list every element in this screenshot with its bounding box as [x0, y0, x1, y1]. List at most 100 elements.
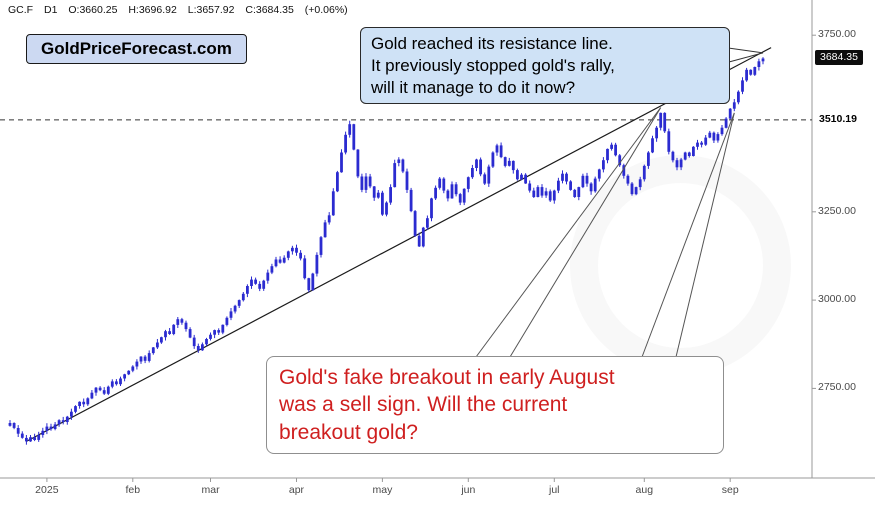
- candle: [160, 337, 163, 343]
- candle: [270, 266, 274, 273]
- candle: [151, 347, 155, 354]
- candle: [409, 189, 413, 212]
- candle: [671, 151, 675, 161]
- candle: [458, 194, 462, 203]
- candle: [274, 259, 278, 267]
- candle: [340, 152, 343, 173]
- candle: [446, 190, 450, 199]
- candle: [45, 426, 49, 431]
- candle: [364, 176, 368, 190]
- candle: [192, 337, 196, 347]
- candle: [57, 420, 61, 425]
- candle: [176, 319, 180, 325]
- resistance-callout: Gold reached its resistance line. It pre…: [360, 27, 730, 105]
- candle: [299, 252, 302, 259]
- candle: [741, 80, 744, 92]
- candle: [344, 134, 347, 153]
- candle: [651, 138, 654, 153]
- candle: [352, 124, 356, 150]
- candle: [540, 187, 544, 196]
- candle: [745, 69, 748, 81]
- current-price-badge: 3684.35: [815, 50, 863, 66]
- candle: [700, 142, 703, 145]
- low-value: L:3657.92: [187, 4, 235, 16]
- candle: [33, 437, 36, 440]
- candle: [724, 118, 728, 128]
- candle: [475, 159, 478, 168]
- candle: [692, 146, 695, 156]
- level-price-label: 3510.19: [816, 111, 860, 126]
- candle: [622, 165, 626, 176]
- candle: [295, 247, 298, 253]
- candle: [696, 142, 699, 147]
- candle: [94, 387, 98, 393]
- candle: [430, 198, 433, 219]
- candle: [737, 91, 740, 103]
- candle: [503, 157, 507, 166]
- candle: [65, 416, 69, 422]
- candle: [626, 175, 630, 184]
- callout-pointer: [475, 107, 662, 358]
- candle: [90, 392, 94, 399]
- candle: [614, 144, 617, 156]
- candle: [16, 428, 20, 434]
- candle: [102, 390, 106, 394]
- fake-breakout-callout-line: was a sell sign. Will the current: [279, 393, 568, 417]
- candle: [532, 190, 536, 197]
- candle: [336, 172, 339, 192]
- candle: [180, 319, 184, 323]
- candle: [683, 152, 687, 160]
- candle: [168, 331, 171, 334]
- candle: [303, 258, 307, 279]
- candle: [389, 187, 392, 203]
- candle: [442, 178, 446, 191]
- candle: [593, 178, 597, 192]
- candle: [667, 131, 671, 152]
- candle: [606, 148, 609, 161]
- candle: [634, 187, 638, 195]
- candle: [356, 149, 360, 177]
- candle: [466, 177, 470, 189]
- ascending-trendline: [26, 47, 772, 442]
- candle: [552, 190, 556, 201]
- candle: [732, 102, 736, 109]
- candle: [41, 430, 45, 435]
- candle: [589, 183, 593, 192]
- candle: [196, 346, 200, 351]
- candle: [360, 176, 364, 190]
- candle: [753, 67, 757, 75]
- candle: [393, 163, 397, 188]
- candle: [450, 184, 454, 199]
- callout-pointer: [641, 112, 735, 358]
- candle: [123, 374, 126, 379]
- candle: [131, 366, 135, 371]
- candle: [630, 183, 634, 195]
- candle: [74, 406, 77, 412]
- candle: [417, 235, 421, 247]
- open-value: O:3660.25: [68, 4, 118, 16]
- candle: [376, 192, 380, 198]
- candle: [78, 401, 81, 406]
- candle: [205, 339, 208, 345]
- candle: [115, 381, 118, 385]
- candle: [499, 145, 503, 158]
- candle: [49, 426, 53, 430]
- candle: [524, 174, 527, 184]
- candle: [507, 160, 511, 166]
- candle: [229, 311, 233, 318]
- candle: [278, 259, 282, 263]
- candle: [172, 324, 176, 334]
- candle: [372, 186, 376, 198]
- candle: [209, 334, 212, 339]
- candle: [491, 152, 495, 167]
- candle: [520, 174, 523, 180]
- candle: [241, 293, 245, 301]
- candle: [8, 423, 12, 426]
- candle: [53, 424, 57, 429]
- candle: [495, 145, 499, 153]
- candle: [679, 159, 683, 168]
- candle: [716, 134, 720, 141]
- candle: [246, 286, 249, 294]
- candle: [184, 322, 188, 330]
- candle: [610, 144, 613, 149]
